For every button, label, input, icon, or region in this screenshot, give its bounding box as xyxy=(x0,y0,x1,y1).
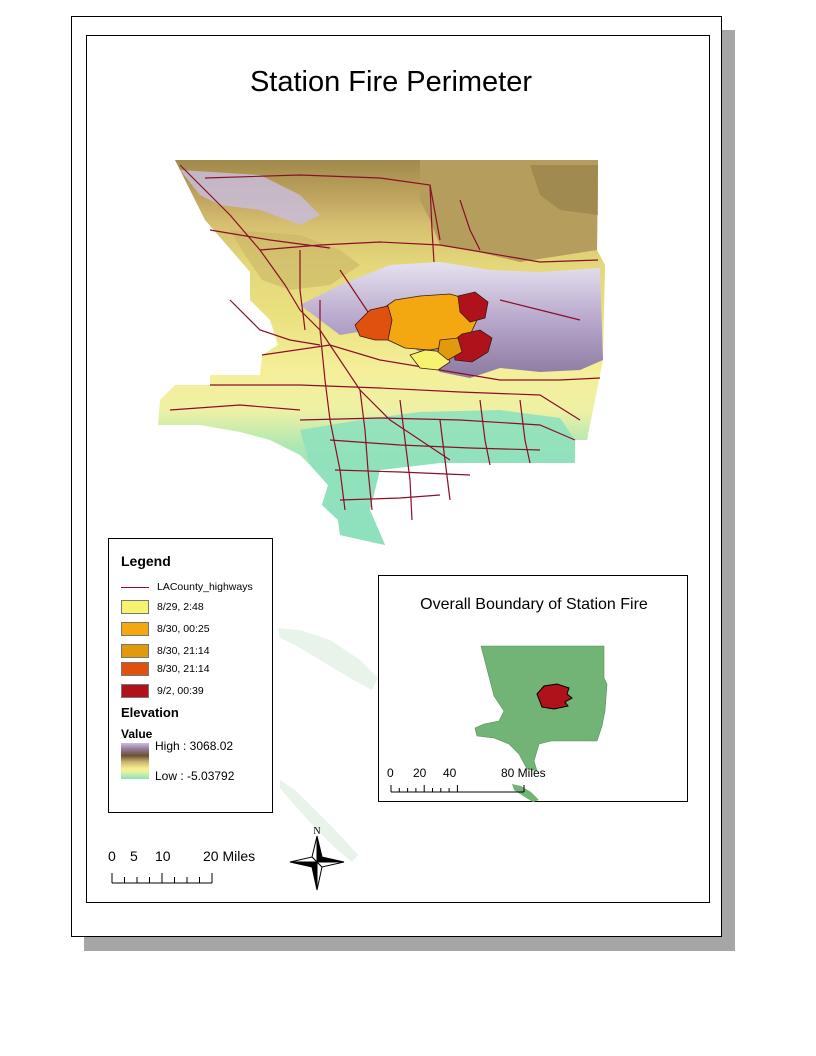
overview-fire xyxy=(536,683,573,710)
overview-scale-0: 0 xyxy=(387,766,394,780)
island-catalina xyxy=(278,628,378,690)
swatch-fire-3 xyxy=(121,644,149,658)
legend-title: Legend xyxy=(121,553,171,569)
island-san-clemente xyxy=(280,780,358,862)
legend-elevation-title: Elevation xyxy=(121,705,179,720)
fire-area-92-se xyxy=(451,329,493,363)
swatch-fire-2 xyxy=(121,622,149,636)
overview-island xyxy=(512,784,539,802)
overview-county xyxy=(474,645,608,772)
legend-item-fire-5: 9/2, 00:39 xyxy=(121,683,204,699)
scale-label-20-miles: 20 Miles xyxy=(203,848,255,864)
overview-scale-bar xyxy=(390,785,525,793)
overview-scale-80-miles: 80 Miles xyxy=(501,766,546,780)
north-arrow-icon xyxy=(289,835,345,891)
legend-high-label: High : 3068.02 xyxy=(155,739,234,753)
legend-item-fire-4: 8/30, 21:14 xyxy=(121,661,210,677)
elevation-color-ramp xyxy=(121,743,149,779)
swatch-fire-1 xyxy=(121,600,149,614)
highway-line-symbol xyxy=(121,586,149,588)
fire-area-829-0248 xyxy=(409,349,451,371)
foothills xyxy=(230,230,360,290)
scale-label-10: 10 xyxy=(155,848,171,864)
scale-label-0: 0 xyxy=(108,848,116,864)
fire-area-92-ne xyxy=(457,291,489,323)
fire-perimeter xyxy=(354,291,493,371)
scale-bar xyxy=(111,873,213,884)
fire-area-830-2114-west xyxy=(354,305,393,341)
north-arrow-label: N xyxy=(313,826,320,837)
highways xyxy=(169,164,601,521)
scale-label-5: 5 xyxy=(130,848,138,864)
overview-map[interactable]: 0 20 40 80 Miles xyxy=(379,576,689,803)
legend-highways-label: LACounty_highways xyxy=(157,581,253,593)
desert-highlands xyxy=(530,165,598,215)
coastal-basin xyxy=(300,410,575,545)
overview-scale-40: 40 xyxy=(443,766,457,780)
overview-scale-20: 20 xyxy=(413,766,427,780)
legend-item-fire-1: 8/29, 2:48 xyxy=(121,599,204,615)
legend-item-fire-2: 8/30, 00:25 xyxy=(121,621,210,637)
legend-low-label: Low : -5.03792 xyxy=(155,769,235,783)
legend-panel: Legend LACounty_highways 8/29, 2:48 8/30… xyxy=(108,538,273,813)
overview-map-panel: Overall Boundary of Station Fire 0 20 40… xyxy=(378,575,688,802)
legend-fire-label: 8/29, 2:48 xyxy=(157,601,204,613)
legend-fire-label: 8/30, 21:14 xyxy=(157,663,210,675)
legend-item-fire-3: 8/30, 21:14 xyxy=(121,643,210,659)
overview-title: Overall Boundary of Station Fire xyxy=(420,596,648,613)
fire-area-830-2114-south xyxy=(437,337,463,361)
legend-fire-label: 9/2, 00:39 xyxy=(157,685,204,697)
legend-fire-label: 8/30, 00:25 xyxy=(157,623,210,635)
legend-item-highways: LACounty_highways xyxy=(121,579,253,595)
map-title: Station Fire Perimeter xyxy=(249,66,533,98)
legend-fire-label: 8/30, 21:14 xyxy=(157,645,210,657)
legend-value-title: Value xyxy=(121,727,153,741)
northwest-mountains xyxy=(180,170,320,225)
swatch-fire-4 xyxy=(121,662,149,676)
swatch-fire-5 xyxy=(121,684,149,698)
